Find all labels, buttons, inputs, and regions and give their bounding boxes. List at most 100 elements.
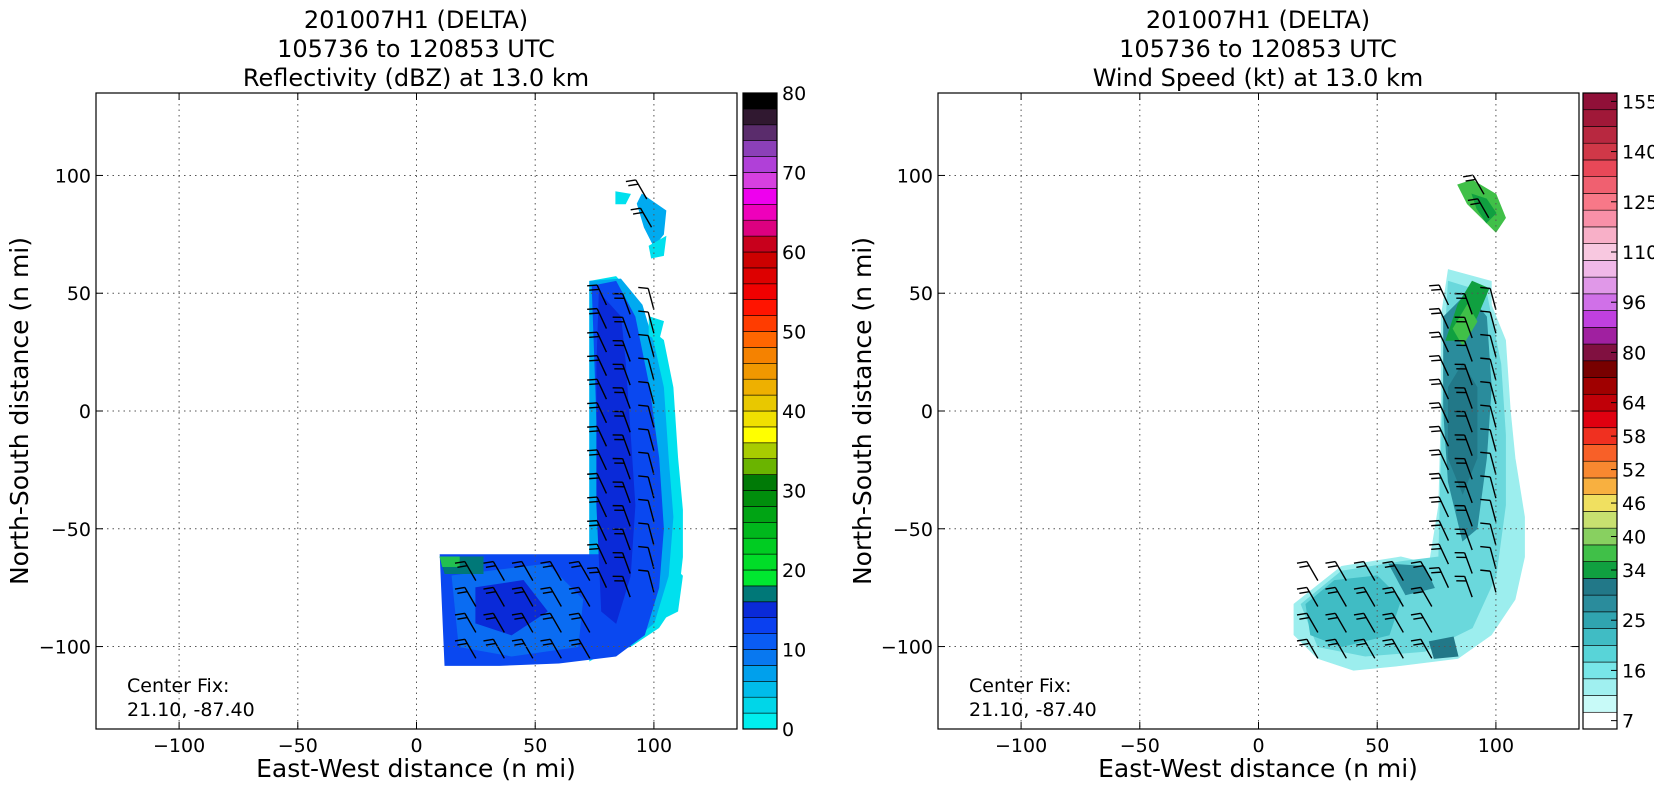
barb-shaft xyxy=(1489,382,1497,405)
wind-barb xyxy=(638,357,655,381)
barb-shaft xyxy=(647,500,655,522)
wind-barb xyxy=(587,378,608,400)
barb-shaft xyxy=(1463,340,1473,362)
colorbar-bin xyxy=(1582,360,1618,378)
barb-flag xyxy=(638,404,649,407)
barb-shaft xyxy=(596,308,608,329)
barb-shaft xyxy=(1306,587,1319,607)
barb-shaft xyxy=(1463,387,1473,409)
barb-flag xyxy=(589,312,600,315)
barb-flag xyxy=(1431,335,1442,338)
barb-shaft xyxy=(1363,638,1376,659)
barb-flag xyxy=(514,590,525,594)
barb-flag xyxy=(1413,565,1424,569)
barb-shaft xyxy=(647,523,655,546)
barb-shaft xyxy=(549,561,562,581)
x-tick-label: 50 xyxy=(523,735,547,757)
barb-flag xyxy=(1413,590,1424,594)
barb-flag xyxy=(1429,472,1440,475)
colorbar-tick-label: 110 xyxy=(1622,242,1654,264)
barb-flag xyxy=(1382,612,1393,616)
wind-barb xyxy=(568,560,591,581)
colorbar-bin xyxy=(742,490,778,507)
colorbar-bin xyxy=(742,299,778,316)
barb-shaft xyxy=(596,567,608,588)
wind-barb xyxy=(625,179,648,200)
wind-barb xyxy=(540,612,562,633)
colorbar-bin xyxy=(742,124,778,142)
wind-barb xyxy=(483,638,505,659)
barb-flag xyxy=(638,522,649,525)
wind-barb xyxy=(1454,434,1473,456)
wind-barb xyxy=(1410,612,1433,633)
x-tick-label: −100 xyxy=(153,735,205,757)
barb-shaft xyxy=(647,547,655,570)
barb-flag xyxy=(483,612,494,616)
barb-shaft xyxy=(621,458,631,480)
wind-barb xyxy=(1382,638,1404,659)
wind-barb xyxy=(1463,174,1485,195)
wind-barb xyxy=(1480,545,1497,570)
colorbar-bin xyxy=(1582,628,1618,646)
colorbar-bin xyxy=(742,362,778,380)
barb-flag xyxy=(568,560,579,564)
wind-barb xyxy=(1480,475,1497,499)
colorbar-bin xyxy=(1582,678,1618,696)
barb-shaft xyxy=(1489,453,1497,475)
barb-flag xyxy=(1353,612,1364,616)
barb-flag xyxy=(638,428,649,431)
barb-flag xyxy=(1429,519,1440,523)
barb-flag xyxy=(1480,333,1491,337)
wind-barb xyxy=(612,575,631,598)
barb-shaft xyxy=(621,293,631,315)
barb-flag xyxy=(1465,178,1476,182)
chart-title-line-2: 105736 to 120853 UTC xyxy=(1119,35,1397,63)
y-axis-label: North-South distance (n mi) xyxy=(848,237,877,585)
barb-flag xyxy=(1480,404,1491,407)
barb-flag xyxy=(1480,498,1491,502)
wind-speed-panel: 201007H1 (DELTA) 105736 to 120853 UTC Wi… xyxy=(848,6,1654,783)
colorbar-bin xyxy=(1582,176,1618,194)
barb-flag xyxy=(571,565,582,569)
wind-barb xyxy=(612,434,631,456)
wind-barb xyxy=(1353,638,1376,659)
barb-shaft xyxy=(647,335,655,358)
colorbar-bin xyxy=(742,649,778,666)
center-fix-value: 21.10, -87.40 xyxy=(127,699,255,721)
barb-shaft xyxy=(1420,561,1433,581)
colorbar-bin xyxy=(742,442,778,459)
barb-flag xyxy=(638,475,649,478)
barb-flag xyxy=(589,382,600,386)
wind-barb xyxy=(568,586,591,607)
colorbar-bin xyxy=(742,585,778,603)
wind-barb xyxy=(638,475,655,499)
barb-flag xyxy=(1384,590,1395,594)
wind-barb xyxy=(1454,575,1473,598)
colorbar-bin xyxy=(742,347,778,364)
barb-shaft xyxy=(1438,520,1450,541)
barb-shaft xyxy=(464,638,477,659)
colorbar-tick-label: 20 xyxy=(782,560,806,582)
barb-flag xyxy=(1382,638,1393,642)
barb-flag xyxy=(589,335,600,338)
barb-flag xyxy=(1382,560,1393,564)
barb-flag xyxy=(1325,638,1336,642)
barb-flag xyxy=(589,453,600,456)
barb-shaft xyxy=(1438,355,1450,376)
colorbar-bin xyxy=(1582,109,1618,127)
barb-shaft xyxy=(521,561,534,581)
barb-shaft xyxy=(596,543,608,565)
barb-shaft xyxy=(1438,378,1450,400)
colorbar-tick-label: 25 xyxy=(1622,610,1646,632)
barb-shaft xyxy=(647,570,655,593)
barb-flag xyxy=(638,545,649,549)
colorbar-bin xyxy=(742,474,778,491)
barb-shaft xyxy=(647,358,655,381)
colorbar-tick-label: 155 xyxy=(1622,91,1654,113)
wind-barb xyxy=(587,543,608,565)
wind-barb xyxy=(1429,519,1450,541)
barb-shaft xyxy=(1489,570,1497,593)
colorbar-bin xyxy=(1582,260,1618,278)
barb-flag xyxy=(1353,560,1364,564)
barb-flag xyxy=(1431,547,1442,550)
